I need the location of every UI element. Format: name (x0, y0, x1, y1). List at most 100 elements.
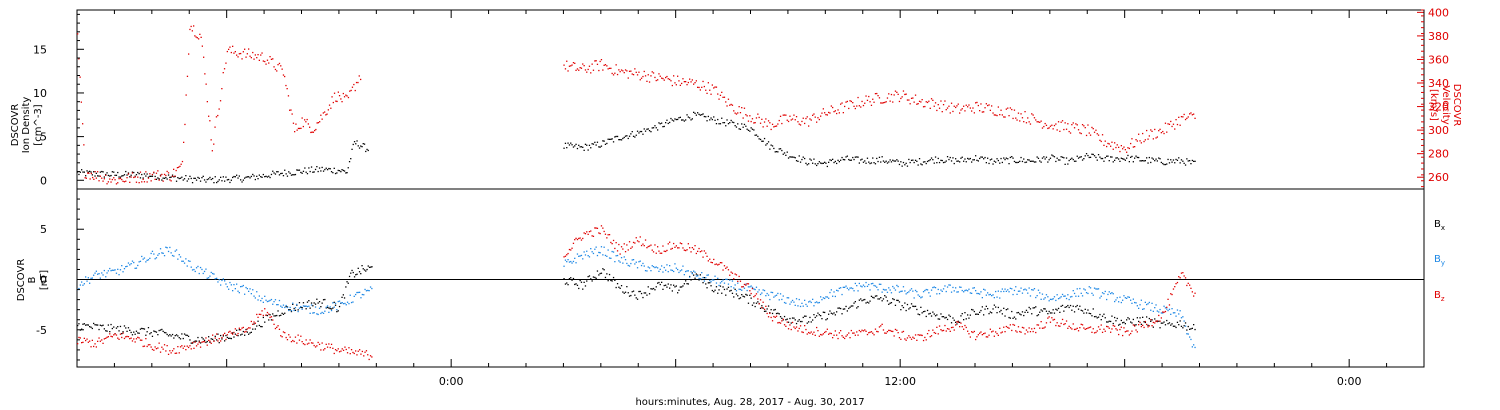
by-point (213, 273, 215, 275)
bx-point (345, 286, 347, 288)
by-point (82, 284, 84, 286)
by-point (809, 300, 811, 302)
velocity-point (1007, 107, 1009, 109)
by-point (571, 262, 573, 264)
bz-point (288, 334, 290, 336)
bx-point (941, 316, 943, 318)
bx-point (833, 312, 835, 314)
bz-point (695, 252, 697, 255)
density-point (130, 174, 132, 176)
velocity-point (675, 84, 677, 86)
density-point (1166, 163, 1168, 165)
bx-point (106, 330, 108, 332)
bz-point (877, 331, 879, 333)
velocity-point (632, 74, 635, 76)
bx-point (147, 327, 150, 329)
bx-point (1021, 311, 1024, 313)
by-point (224, 280, 226, 282)
bx-point (330, 308, 333, 310)
density-point (351, 148, 353, 150)
density-point (989, 159, 991, 161)
by-point (769, 298, 771, 301)
velocity-point (929, 107, 931, 109)
bx-point (663, 284, 665, 287)
velocity-point (808, 125, 810, 127)
velocity-point (1150, 129, 1152, 131)
bx-point (619, 287, 621, 289)
bx-point (606, 273, 608, 275)
bx-point (280, 314, 282, 316)
bx-point (611, 280, 613, 282)
density-point (592, 143, 595, 145)
bz-point (1027, 331, 1029, 333)
velocity-point (642, 75, 644, 78)
velocity-point (714, 86, 716, 88)
bx-point (362, 268, 364, 270)
density-point (278, 174, 281, 176)
by-point (1096, 288, 1098, 290)
by-point (332, 302, 334, 304)
by-point (588, 256, 591, 258)
velocity-point (1023, 121, 1025, 123)
bz-point (178, 352, 180, 354)
velocity-point (199, 33, 201, 35)
bx-point (997, 306, 999, 309)
by-point (846, 287, 848, 289)
bx-point (1065, 306, 1068, 308)
bx-point (942, 316, 945, 318)
velocity-point (191, 30, 193, 32)
density-point (738, 128, 740, 130)
by-point (220, 284, 222, 286)
bz-point (718, 263, 720, 265)
density-point (941, 159, 943, 162)
velocity-point (677, 75, 679, 77)
bx-point (253, 323, 255, 325)
density-point (1162, 162, 1164, 165)
by-point (950, 291, 953, 293)
by-point (135, 267, 138, 269)
by-point (922, 291, 925, 293)
by-point (945, 290, 947, 293)
bx-point (1110, 320, 1112, 323)
bx-point (733, 296, 735, 298)
by-point (563, 265, 565, 267)
by-point (845, 285, 847, 287)
bx-point (972, 309, 974, 311)
by-point (734, 284, 736, 286)
velocity-point (646, 80, 648, 82)
bx-point (78, 323, 80, 325)
velocity-point (162, 180, 164, 182)
velocity-point (1148, 135, 1150, 137)
by-point (166, 247, 168, 249)
density-point (1064, 163, 1066, 165)
bz-point (913, 337, 915, 339)
bx-point (705, 283, 707, 285)
velocity-point (703, 85, 705, 88)
by-point (640, 264, 643, 267)
velocity-point (693, 83, 695, 85)
bz-point (651, 249, 653, 251)
bx-point (789, 317, 791, 320)
bx-point (281, 312, 283, 314)
density-point (1104, 157, 1106, 159)
velocity-point (1142, 132, 1144, 135)
by-point (111, 269, 113, 271)
velocity-point (809, 118, 811, 120)
by-point (766, 292, 768, 295)
velocity-point (670, 80, 672, 82)
velocity-point (1003, 116, 1005, 118)
density-point (356, 140, 358, 142)
density-point (1091, 153, 1093, 155)
velocity-point (1130, 142, 1132, 145)
density-point (655, 127, 657, 129)
bx-point (948, 314, 950, 316)
by-point (1073, 292, 1076, 295)
velocity-point (902, 90, 905, 92)
density-point (246, 176, 248, 178)
bz-point (778, 321, 780, 324)
by-point (995, 290, 997, 293)
bz-point (228, 331, 230, 333)
density-point (266, 176, 269, 178)
velocity-point (1135, 139, 1137, 141)
bz-point (622, 248, 624, 250)
